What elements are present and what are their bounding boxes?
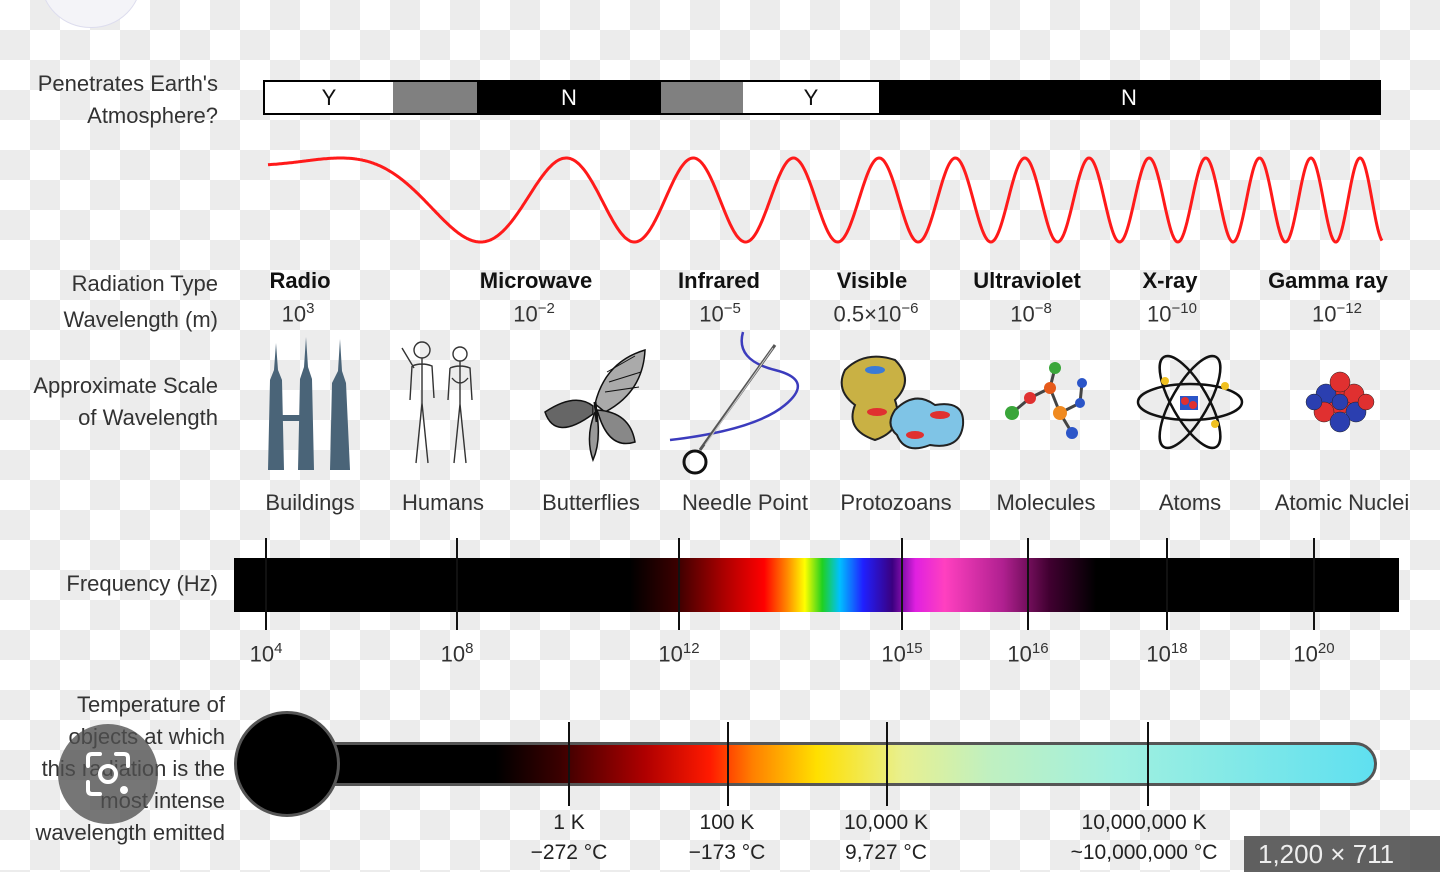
scale-label-needle-point: Needle Point xyxy=(682,490,808,515)
radiation-type-xray: X-ray xyxy=(1142,268,1198,293)
penetrates-label: Penetrates Earth's Atmosphere? xyxy=(37,71,218,128)
wavelength-visible: 0.5×10−6 xyxy=(833,300,919,327)
radiation-type-visible: Visible xyxy=(836,268,908,293)
frequency-label-1e12: 1012 xyxy=(658,640,700,667)
atom-icon xyxy=(1136,354,1244,450)
wavelength-radio: 103 xyxy=(281,300,315,327)
radiation-type-label: Radiation Type xyxy=(71,271,218,296)
frequency-tick xyxy=(678,538,680,630)
temperature-tick xyxy=(1147,722,1149,806)
scale-label-molecules: Molecules xyxy=(996,490,1096,515)
penetration-segment-no: N xyxy=(879,82,1379,113)
image-size-badge: 1,200 × 711 xyxy=(1244,836,1440,872)
frequency-tick xyxy=(1166,538,1168,630)
wave-line xyxy=(267,156,1384,244)
scale-label: Approximate Scale of Wavelength xyxy=(33,373,218,430)
frequency-label-1e15: 1015 xyxy=(881,640,923,667)
penetration-bar: Y N Y N xyxy=(263,80,1381,115)
frequency-tick xyxy=(265,538,267,630)
frequency-tick xyxy=(1027,538,1029,630)
temperature-tick xyxy=(568,722,570,806)
scale-label-protozoans: Protozoans xyxy=(840,490,952,515)
lens-icon xyxy=(86,752,130,796)
temperature-tick xyxy=(886,722,888,806)
nucleus-icon xyxy=(1305,371,1375,433)
scale-label-humans: Humans xyxy=(402,490,484,515)
temperature-label-10000k: 10,000 K 9,727 °C xyxy=(843,811,929,864)
scale-label-atomic-nuclei: Atomic Nuclei xyxy=(1274,490,1410,515)
needle-icon xyxy=(669,331,800,475)
frequency-label-1e18: 1018 xyxy=(1146,640,1188,667)
penetration-segment-yes: Y xyxy=(743,82,879,113)
radiation-type-ultraviolet: Ultraviolet xyxy=(973,268,1081,293)
thermometer-tube xyxy=(300,742,1377,786)
penetration-segment-partial xyxy=(393,82,477,113)
lens-search-button[interactable] xyxy=(58,724,158,824)
temperature-label-1k: 1 K −272 °C xyxy=(530,811,608,864)
wavelength-ultraviolet: 10−8 xyxy=(1010,300,1052,327)
buildings-icon xyxy=(268,337,350,470)
temperature-label-10000000k: 10,000,000 K ~10,000,000 °C xyxy=(1070,811,1218,864)
radiation-type-infrared: Infrared xyxy=(678,268,760,293)
temperature-tick xyxy=(727,722,729,806)
wavelength-infrared: 10−5 xyxy=(699,300,741,327)
frequency-tick xyxy=(456,538,458,630)
humans-icon xyxy=(401,341,473,464)
molecule-icon xyxy=(1005,362,1087,439)
frequency-label-1e16: 1016 xyxy=(1007,640,1049,667)
penetration-segment-yes: Y xyxy=(265,82,393,113)
frequency-label-1e8: 108 xyxy=(440,640,474,667)
penetration-segment-partial xyxy=(661,82,743,113)
frequency-tick xyxy=(1313,538,1315,630)
thermometer-bulb xyxy=(234,711,340,817)
scale-label-buildings: Buildings xyxy=(265,490,355,515)
frequency-label: Frequency (Hz) xyxy=(66,571,218,596)
wavelength-label: Wavelength (m) xyxy=(63,307,218,332)
wavelength-wave xyxy=(267,156,1384,244)
wavelength-microwave: 10−2 xyxy=(513,300,555,327)
scale-label-atoms: Atoms xyxy=(1158,490,1222,515)
wavelength-xray: 10−10 xyxy=(1147,300,1197,327)
frequency-bar xyxy=(234,558,1399,612)
temperature-label-100k: 100 K −173 °C xyxy=(688,811,766,864)
wavelength-gamma: 10−12 xyxy=(1312,300,1362,327)
radiation-type-radio: Radio xyxy=(269,268,331,293)
frequency-label-1e20: 1020 xyxy=(1293,640,1335,667)
protozoan-icon xyxy=(840,355,965,450)
radiation-type-microwave: Microwave xyxy=(479,268,593,293)
frequency-label-1e4: 104 xyxy=(249,640,283,667)
penetration-segment-no: N xyxy=(477,82,661,113)
scale-label-butterflies: Butterflies xyxy=(542,490,640,515)
frequency-tick xyxy=(901,538,903,630)
butterfly-icon xyxy=(544,348,646,462)
radiation-type-gamma: Gamma ray xyxy=(1268,268,1388,293)
